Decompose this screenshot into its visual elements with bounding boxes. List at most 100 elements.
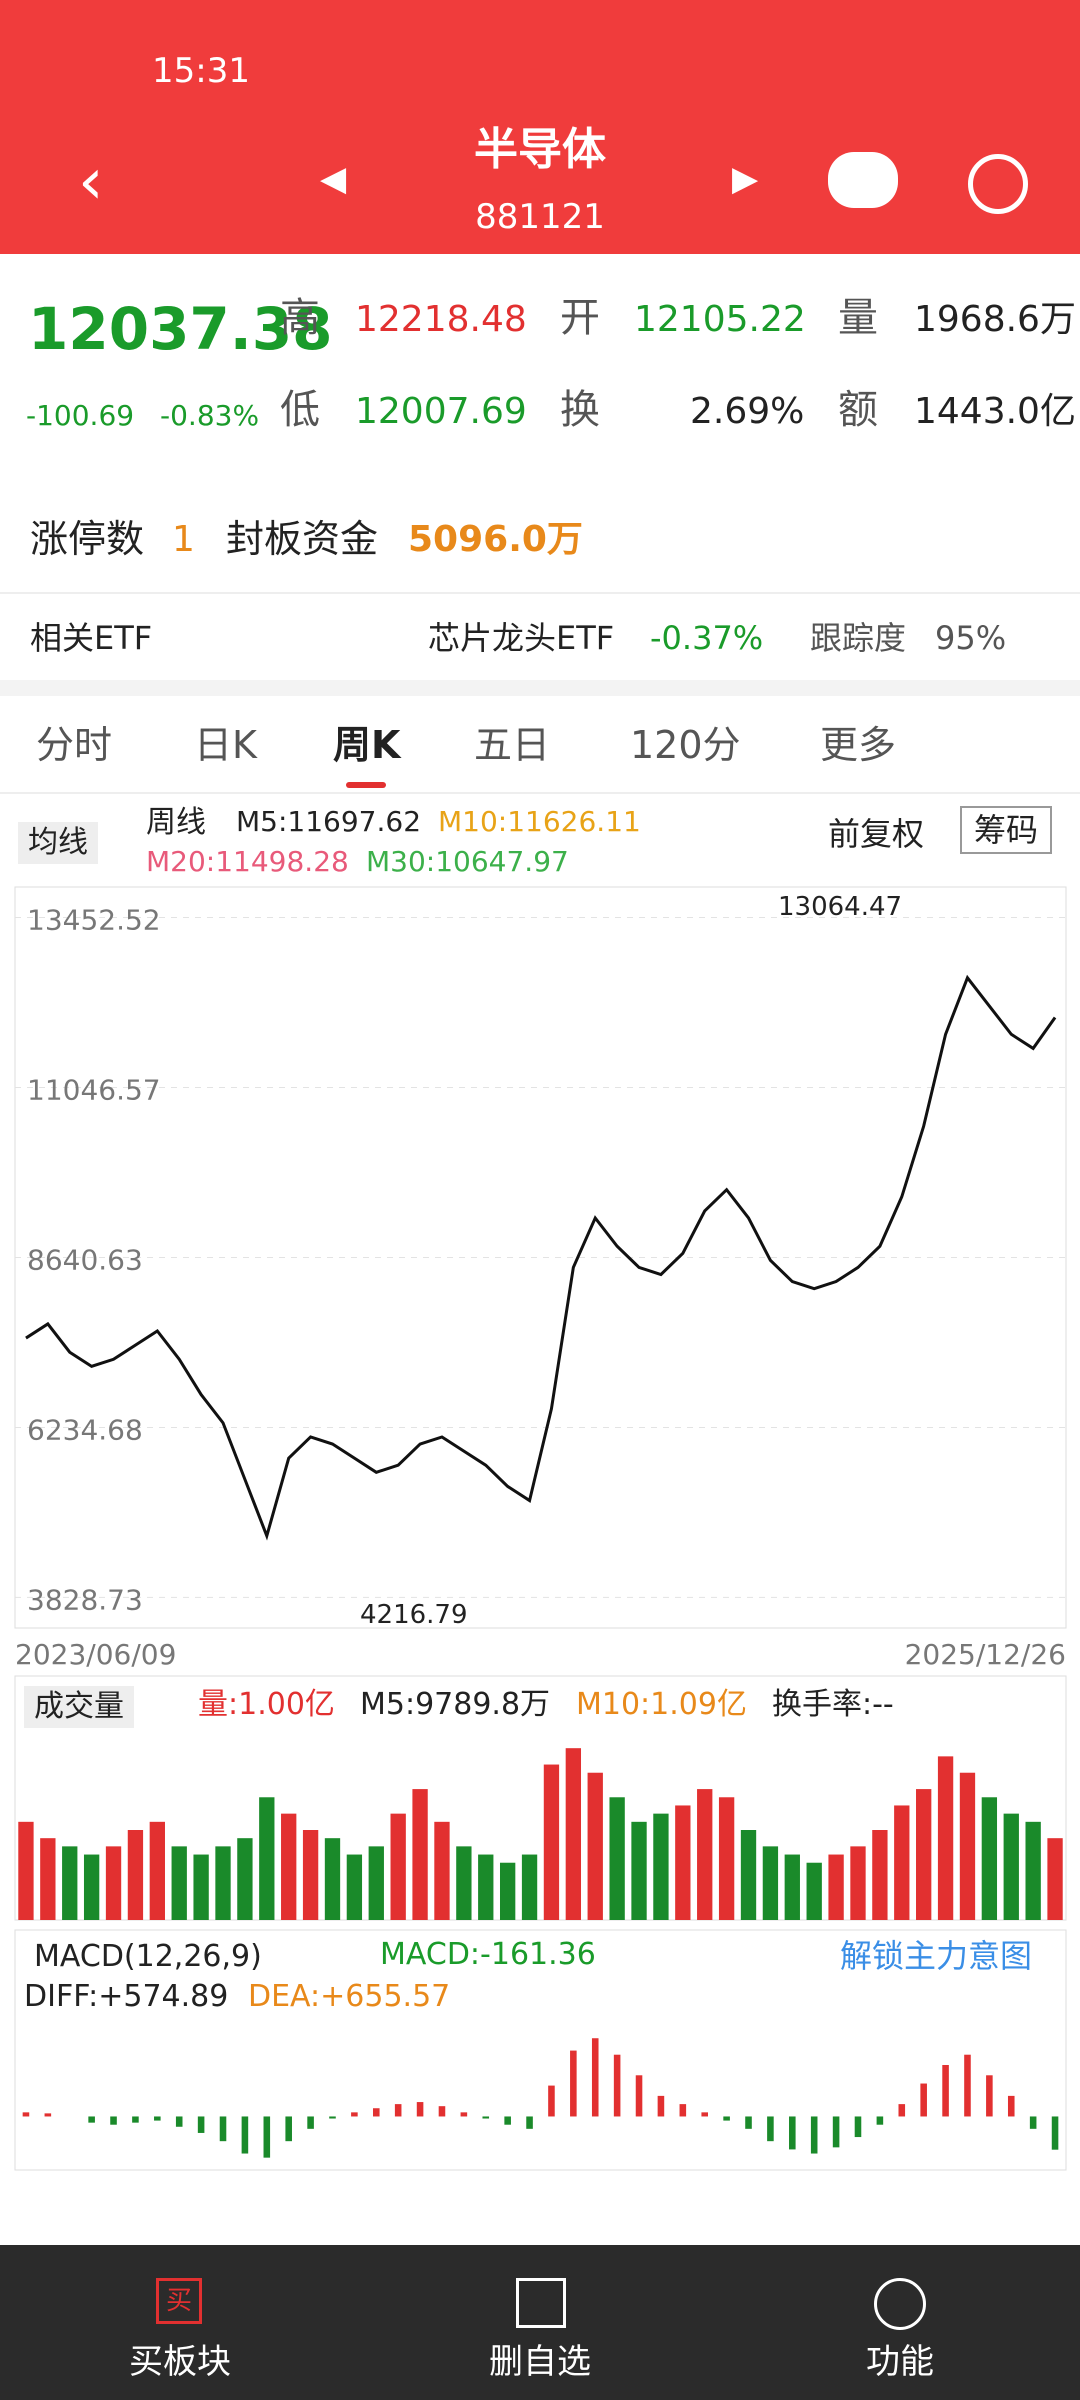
volume-bar <box>193 1854 209 1920</box>
macd-bar <box>372 2108 380 2117</box>
status-time: 15:31 <box>152 51 250 91</box>
tab[interactable]: 分时 <box>36 723 113 767</box>
volume-bar <box>937 1756 954 1920</box>
limit-label: 涨停数 <box>30 517 145 561</box>
volume-bar <box>412 1789 428 1920</box>
macd-bar <box>701 2112 709 2117</box>
macd-bar <box>285 2116 292 2142</box>
macd-bar <box>219 2116 227 2142</box>
macd-bar <box>197 2116 205 2133</box>
track-value: 95% <box>935 619 1007 657</box>
volume-bar <box>784 1854 800 1920</box>
y-tick-label: 3828.73 <box>27 1583 143 1616</box>
back-button[interactable]: ‹ <box>78 145 104 219</box>
volume-bar <box>434 1821 450 1920</box>
macd-bar <box>482 2116 490 2119</box>
macd-bar <box>460 2112 468 2117</box>
y-tick-label: 11046.57 <box>27 1074 161 1107</box>
macd-bar <box>854 2116 862 2138</box>
nav-item[interactable]: 买板块 <box>129 2342 231 2382</box>
y-tick-label: 13452.52 <box>27 904 161 937</box>
macd-bar <box>657 2095 665 2117</box>
field-label: 额 <box>838 387 878 433</box>
macd-dea: DEA:+655.57 <box>248 1979 451 2014</box>
volume-bar <box>718 1797 735 1920</box>
nav-item[interactable]: 删自选 <box>489 2342 591 2382</box>
tab[interactable]: 120分 <box>630 723 741 767</box>
ma-label: M10:11626.11 <box>438 805 641 838</box>
volume-bar <box>631 1821 647 1920</box>
field-value: 2.69% <box>690 391 805 432</box>
macd-title[interactable]: MACD(12,26,9) <box>34 1939 262 1974</box>
field-value: 12218.48 <box>355 299 527 340</box>
macd-bar <box>438 2106 446 2117</box>
volume-bar <box>368 1846 384 1920</box>
robot-icon[interactable] <box>828 152 898 208</box>
x-tick-label: 2023/06/09 <box>15 1638 176 1671</box>
volume-bar <box>762 1846 779 1920</box>
volume-bar <box>1025 1821 1041 1920</box>
macd-bar <box>1051 2116 1059 2150</box>
nav-item[interactable]: 功能 <box>866 2342 934 2382</box>
macd-bar <box>723 2116 730 2121</box>
volume-bar <box>456 1846 472 1920</box>
volume-bar <box>806 1862 822 1920</box>
volume-bar <box>127 1830 144 1920</box>
macd-bar <box>351 2112 358 2117</box>
unlock-link[interactable]: 解锁主力意图 <box>840 1937 1033 1975</box>
macd-diff: DIFF:+574.89 <box>24 1979 229 2014</box>
header: 15:31 ‹ ◀ 半导体 881121 ▶ <box>0 0 1080 254</box>
volume-label: M5:9789.8万 <box>360 1687 551 1722</box>
tab[interactable]: 更多 <box>820 723 897 767</box>
macd-bar <box>263 2116 271 2158</box>
adjust[interactable]: 前复权 <box>828 815 925 853</box>
tab-underline <box>346 782 386 788</box>
price-line <box>25 974 1057 1541</box>
tab[interactable]: 日K <box>194 723 257 767</box>
volume-bar <box>281 1813 297 1920</box>
price: 12037.38 <box>28 295 333 363</box>
field-label: 换 <box>560 387 600 433</box>
volume-bar <box>62 1846 78 1920</box>
macd-bar <box>175 2116 183 2127</box>
ma-toggle[interactable]: 均线 <box>18 822 98 864</box>
volume-bar <box>872 1830 888 1920</box>
volume-title[interactable]: 成交量 <box>24 1686 134 1728</box>
volume-bar <box>653 1813 669 1920</box>
high-note: 13064.47 <box>778 892 903 922</box>
macd-bar <box>789 2116 796 2150</box>
volume-bar <box>1003 1813 1019 1920</box>
macd-bar <box>876 2116 884 2125</box>
macd-bar <box>154 2116 161 2121</box>
next-button[interactable]: ▶ <box>732 159 759 199</box>
macd-bar <box>110 2116 117 2125</box>
macd-bar <box>832 2116 840 2148</box>
field-label: 高 <box>280 295 320 341</box>
macd-bar <box>132 2116 139 2123</box>
volume-label: 量:1.00亿 <box>198 1687 335 1722</box>
x-tick-label: 2025/12/26 <box>905 1638 1066 1671</box>
volume-bar <box>521 1854 538 1920</box>
divider <box>0 592 1080 594</box>
field-value: 1443.0亿 <box>914 391 1076 432</box>
macd-bar <box>241 2116 249 2154</box>
volume-bar <box>894 1805 910 1920</box>
track-label: 跟踪度 <box>810 619 907 657</box>
macd-bar <box>570 2050 577 2117</box>
prev-button[interactable]: ◀ <box>320 159 347 199</box>
macd-pane <box>14 1929 1067 2171</box>
volume-bar <box>828 1854 844 1920</box>
tab[interactable]: 五日 <box>474 723 551 767</box>
y-tick-label: 6234.68 <box>27 1413 143 1446</box>
volume-bar <box>697 1789 713 1920</box>
search-icon[interactable] <box>968 154 1028 214</box>
tab-active[interactable]: 周K <box>333 723 401 767</box>
chips-button[interactable]: 筹码 <box>960 806 1053 854</box>
field-label: 量 <box>838 295 878 341</box>
volume-bar <box>959 1772 976 1920</box>
code: 881121 <box>475 197 605 237</box>
etf-name[interactable]: 芯片龙头ETF <box>428 619 615 657</box>
function-icon <box>874 2278 926 2330</box>
